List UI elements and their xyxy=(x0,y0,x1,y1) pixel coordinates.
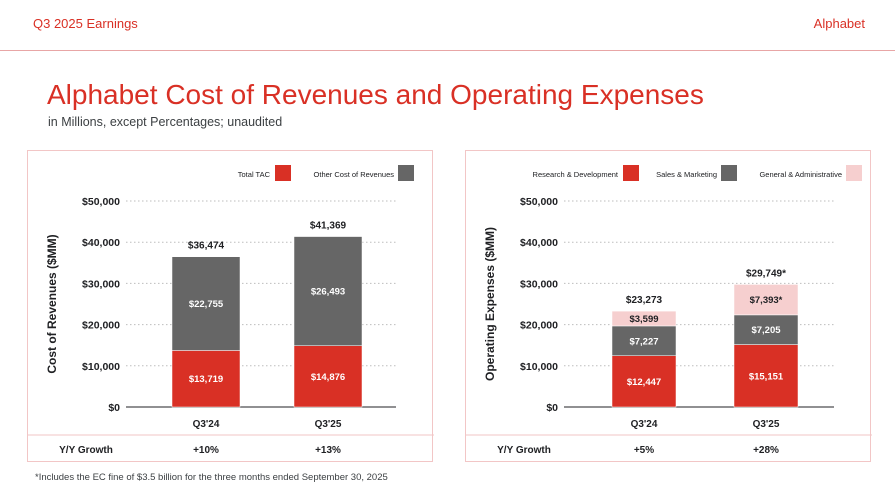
page-subtitle: in Millions, except Percentages; unaudit… xyxy=(48,115,283,129)
legend-label-1: Sales & Marketing xyxy=(656,170,717,179)
growth-row-label: Y/Y Growth xyxy=(497,445,551,456)
total-label-0: $23,273 xyxy=(626,295,663,306)
total-label-0: $36,474 xyxy=(188,241,225,252)
y-tick-label-3: $30,000 xyxy=(82,278,120,290)
top-bar: Q3 2025 Earnings Alphabet xyxy=(0,0,895,51)
legend-swatch-1 xyxy=(721,165,737,181)
y-tick-label-2: $20,000 xyxy=(82,320,120,332)
x-tick-label-1: Q3'25 xyxy=(753,419,780,430)
y-tick-label-3: $30,000 xyxy=(520,278,558,290)
legend-swatch-0 xyxy=(623,165,639,181)
data-label-1-0: $22,755 xyxy=(189,299,224,310)
bar-segment-0-1 xyxy=(733,344,799,408)
y-tick-label-5: $50,000 xyxy=(82,196,120,208)
legend-swatch-0 xyxy=(275,165,291,181)
x-tick-label-0: Q3'24 xyxy=(631,419,658,430)
y-axis-title: Cost of Revenues ($MM) xyxy=(45,234,59,373)
growth-value-1: +13% xyxy=(315,445,341,456)
bar-segment-0-0 xyxy=(611,355,677,408)
growth-row-label: Y/Y Growth xyxy=(59,445,113,456)
y-tick-label-5: $50,000 xyxy=(520,196,558,208)
cost-of-revenues-chart-panel: Total TAC Other Cost of Revenues $0 $10,000… xyxy=(27,150,434,462)
growth-value-1: +28% xyxy=(753,445,779,456)
legend-swatch-2 xyxy=(846,165,862,181)
y-axis-title: Operating Expenses ($MM) xyxy=(483,227,497,381)
legend-label-1: Other Cost of Revenues xyxy=(314,170,395,179)
section-label: Q3 2025 Earnings xyxy=(33,16,138,31)
y-tick-label-4: $40,000 xyxy=(82,237,120,249)
bar-segment-2-1 xyxy=(733,284,799,316)
data-label-2-1: $7,393* xyxy=(750,295,783,306)
y-tick-label-4: $40,000 xyxy=(520,237,558,249)
x-tick-label-0: Q3'24 xyxy=(193,419,220,430)
bar-segment-1-0 xyxy=(171,256,241,351)
operating-expenses-chart: Research & Development Sales & Marketing G… xyxy=(466,165,872,456)
data-label-1-1: $7,205 xyxy=(751,325,781,336)
page-title: Alphabet Cost of Revenues and Operating … xyxy=(47,79,704,110)
x-tick-label-1: Q3'25 xyxy=(315,419,342,430)
y-tick-label-0: $0 xyxy=(546,402,558,414)
cost-of-revenues-chart: Total TAC Other Cost of Revenues $0 $10,000… xyxy=(28,165,434,456)
growth-value-0: +10% xyxy=(193,445,219,456)
brand-logo-text: Alphabet xyxy=(813,16,865,31)
total-label-1: $29,749* xyxy=(746,268,786,279)
y-tick-label-1: $10,000 xyxy=(82,361,120,373)
legend-label-0: Research & Development xyxy=(533,170,619,179)
data-label-0-0: $12,447 xyxy=(627,377,661,388)
legend-swatch-1 xyxy=(398,165,414,181)
y-tick-label-1: $10,000 xyxy=(520,361,558,373)
total-label-1: $41,369 xyxy=(310,221,347,232)
data-label-2-0: $3,599 xyxy=(629,314,658,325)
data-label-1-1: $26,493 xyxy=(311,287,345,298)
bar-segment-2-0 xyxy=(611,310,677,327)
growth-value-0: +5% xyxy=(634,445,654,456)
bar-segment-0-1 xyxy=(293,345,363,408)
data-label-0-0: $13,719 xyxy=(189,374,223,385)
footnote: *Includes the EC fine of $3.5 billion fo… xyxy=(35,472,388,483)
y-tick-label-0: $0 xyxy=(108,402,120,414)
bar-segment-1-0 xyxy=(611,325,677,356)
data-label-0-1: $15,151 xyxy=(749,371,784,382)
data-label-1-0: $7,227 xyxy=(629,336,658,347)
legend-label-0: Total TAC xyxy=(238,170,271,179)
data-label-0-1: $14,876 xyxy=(311,372,345,383)
bar-segment-1-1 xyxy=(293,236,363,346)
legend-label-2: General & Administrative xyxy=(759,170,842,179)
bar-segment-0-0 xyxy=(171,350,241,408)
y-tick-label-2: $20,000 xyxy=(520,320,558,332)
operating-expenses-chart-panel: Research & Development Sales & Marketing G… xyxy=(465,150,872,462)
